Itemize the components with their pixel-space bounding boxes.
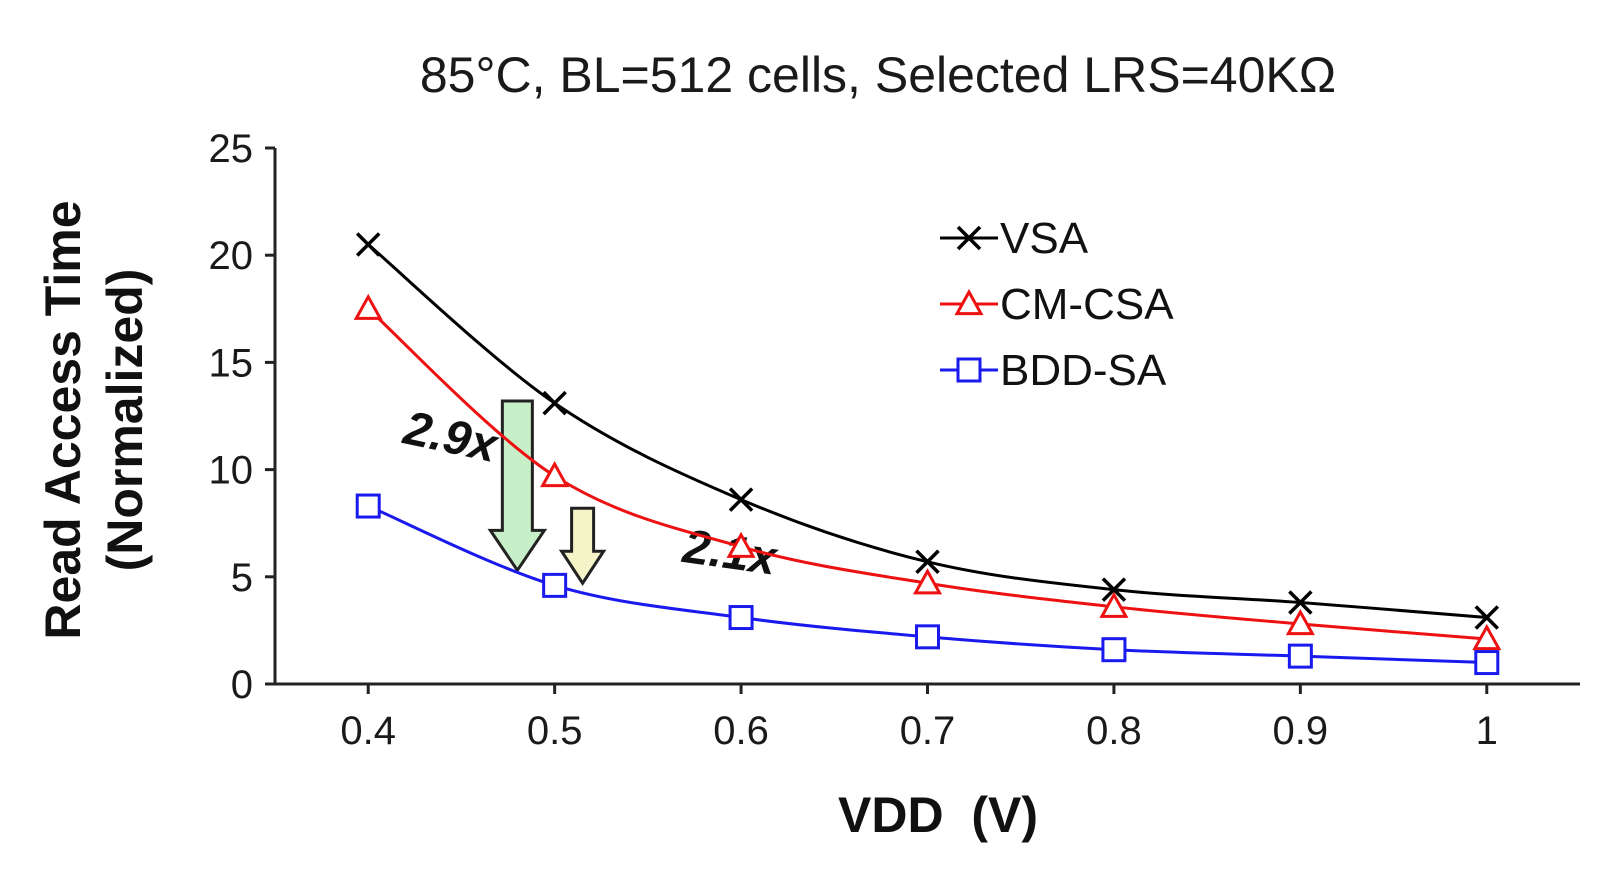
data-point-cm-csa	[1285, 608, 1315, 636]
data-point-vsa	[915, 549, 940, 575]
y-tick-label: 10	[209, 449, 254, 493]
data-point-bdd-sa	[355, 493, 381, 519]
y-tick-label: 0	[231, 663, 253, 707]
legend: VSA CM-CSA BDD-SA	[940, 214, 1174, 395]
x-axis-ticks: 0.4 0.5 0.6 0.7 0.8 0.9 1	[340, 684, 1498, 753]
annotation-arrow	[558, 506, 607, 586]
x-axis-label: VDD (V)	[838, 787, 1038, 843]
annotation-arrow	[487, 399, 548, 574]
data-point-vsa	[728, 487, 754, 512]
x-tick-label: 0.7	[900, 709, 956, 753]
x-tick-label: 1	[1476, 709, 1498, 753]
legend-marker	[954, 288, 984, 316]
marker-stroke	[355, 232, 381, 257]
legend-marker	[956, 357, 982, 383]
data-point-vsa	[1101, 577, 1127, 602]
x-tick-label: 0.9	[1273, 709, 1329, 753]
marker-stroke	[956, 225, 982, 251]
marker-stroke	[1101, 577, 1127, 602]
data-point-cm-csa	[540, 460, 570, 488]
legend-item-bdd-sa: BDD-SA	[940, 346, 1167, 395]
data-point-bdd-sa	[542, 572, 568, 598]
data-point-cm-csa	[726, 531, 756, 558]
legend-item-cm-csa: CM-CSA	[940, 280, 1174, 329]
legend-item-vsa: VSA	[940, 214, 1089, 263]
x-tick-label: 0.8	[1086, 709, 1142, 753]
y-axis-label-line-2: (Normalized)	[97, 269, 153, 572]
data-point-vsa	[542, 390, 567, 416]
legend-label: VSA	[1000, 214, 1089, 263]
data-point-vsa	[1474, 605, 1500, 630]
y-axis-label: Read Access Time (Normalized)	[35, 200, 153, 639]
x-tick-label: 0.4	[340, 709, 396, 753]
y-axis-ticks: 0 5 10 15 20 25	[209, 127, 275, 707]
legend-label: CM-CSA	[1000, 280, 1174, 329]
data-point-cm-csa	[353, 293, 383, 320]
y-tick-label: 5	[231, 556, 253, 600]
data-point-cm-csa	[1099, 591, 1129, 618]
chart-title: 85°C, BL=512 cells, Selected LRS=40KΩ	[420, 47, 1336, 103]
y-tick-label: 25	[209, 127, 254, 171]
marker-stroke	[542, 390, 567, 416]
marker-stroke	[915, 549, 940, 575]
data-point-vsa	[355, 232, 381, 257]
legend-label: BDD-SA	[1000, 346, 1167, 395]
marker-stroke	[1288, 590, 1313, 615]
data-point-bdd-sa	[728, 605, 754, 631]
data-point-cm-csa	[1472, 623, 1502, 651]
marker-stroke	[728, 487, 754, 512]
x-tick-label: 0.6	[713, 709, 769, 753]
y-axis-label-line-1: Read Access Time	[35, 200, 91, 639]
series-markers	[353, 232, 1502, 676]
data-point-bdd-sa	[915, 624, 940, 650]
marker-stroke	[1474, 605, 1500, 630]
x-tick-label: 0.5	[527, 709, 583, 753]
data-point-bdd-sa	[1101, 637, 1127, 663]
y-tick-label: 20	[209, 234, 254, 278]
annotation-label: 2.9x	[398, 401, 504, 473]
data-point-bdd-sa	[1287, 643, 1313, 669]
data-point-bdd-sa	[1474, 650, 1500, 676]
series-lines	[367, 243, 1487, 665]
data-point-cm-csa	[912, 568, 943, 595]
legend-marker	[956, 225, 982, 251]
y-tick-label: 15	[209, 341, 254, 385]
data-point-vsa	[1288, 590, 1313, 615]
